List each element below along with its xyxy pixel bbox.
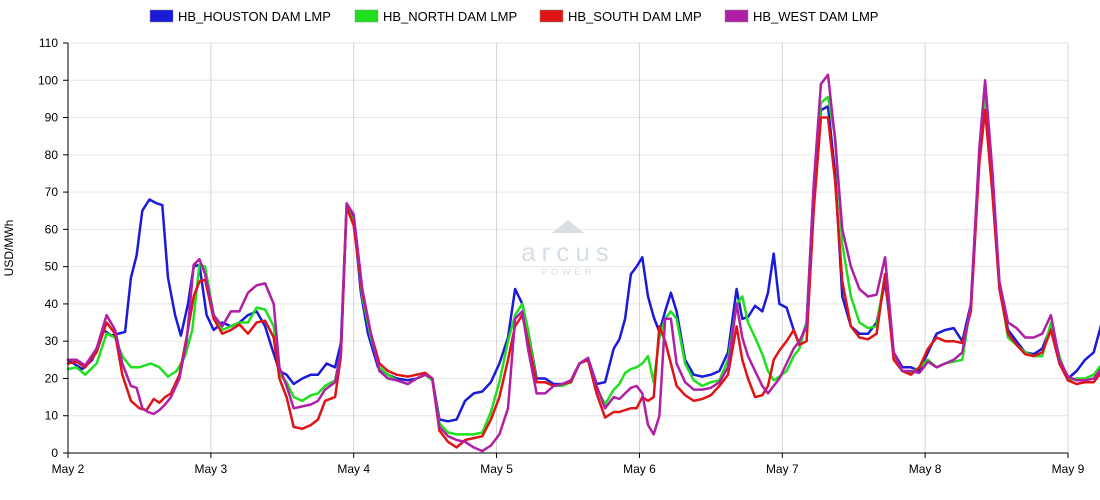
x-tick-label: May 6 xyxy=(623,462,656,476)
y-tick-label: 60 xyxy=(45,222,59,236)
legend-item[interactable]: HB_NORTH DAM LMP xyxy=(354,9,517,24)
legend-label: HB_HOUSTON DAM LMP xyxy=(178,9,331,24)
y-tick-label: 80 xyxy=(45,148,59,162)
plot-lines xyxy=(66,73,1100,453)
watermark-subtext: POWER xyxy=(541,267,595,277)
x-tick-label: May 8 xyxy=(909,462,942,476)
legend-swatch xyxy=(149,9,174,23)
y-tick-label: 110 xyxy=(39,36,58,50)
series-line-2[interactable] xyxy=(66,108,1100,449)
x-tick-label: May 9 xyxy=(1052,462,1085,476)
legend-item[interactable]: HB_HOUSTON DAM LMP xyxy=(149,9,331,24)
y-tick-label: 50 xyxy=(45,260,59,274)
x-axis: May 2 May 3 May 4 May 5 May 6 May 7 May 8 May 9 xyxy=(52,452,1085,476)
series-line-3[interactable] xyxy=(66,73,1100,453)
legend-item[interactable]: HB_SOUTH DAM LMP xyxy=(539,9,702,24)
watermark-logo-mark xyxy=(552,220,584,233)
x-tick-label: May 4 xyxy=(337,462,370,476)
y-tick-label: 0 xyxy=(51,446,58,460)
y-tick-label: 90 xyxy=(45,111,59,125)
y-tick-label: 20 xyxy=(45,371,59,385)
y-tick-label: 30 xyxy=(45,334,59,348)
legend-label: HB_WEST DAM LMP xyxy=(753,9,878,24)
y-axis-title: USD/MWh xyxy=(2,220,16,277)
legend: HB_HOUSTON DAM LMP HB_NORTH DAM LMP HB_SOU… xyxy=(149,9,878,24)
legend-label: HB_SOUTH DAM LMP xyxy=(568,9,702,24)
legend-swatch xyxy=(354,9,379,23)
y-tick-label: 40 xyxy=(45,297,59,311)
y-tick-label: 100 xyxy=(38,73,58,87)
legend-item[interactable]: HB_WEST DAM LMP xyxy=(724,9,878,24)
y-tick-label: 70 xyxy=(45,185,59,199)
y-tick-label: 10 xyxy=(45,409,59,423)
x-tick-label: May 5 xyxy=(480,462,513,476)
legend-swatch xyxy=(724,9,749,23)
x-tick-label: May 3 xyxy=(195,462,228,476)
legend-label: HB_NORTH DAM LMP xyxy=(383,9,517,24)
x-tick-label: May 7 xyxy=(766,462,799,476)
x-tick-label: May 2 xyxy=(52,462,85,476)
legend-swatch xyxy=(539,9,564,23)
y-axis: 0 10 20 30 40 50 60 70 80 90 100 110 xyxy=(38,36,69,460)
watermark-text: arcus xyxy=(521,237,615,267)
